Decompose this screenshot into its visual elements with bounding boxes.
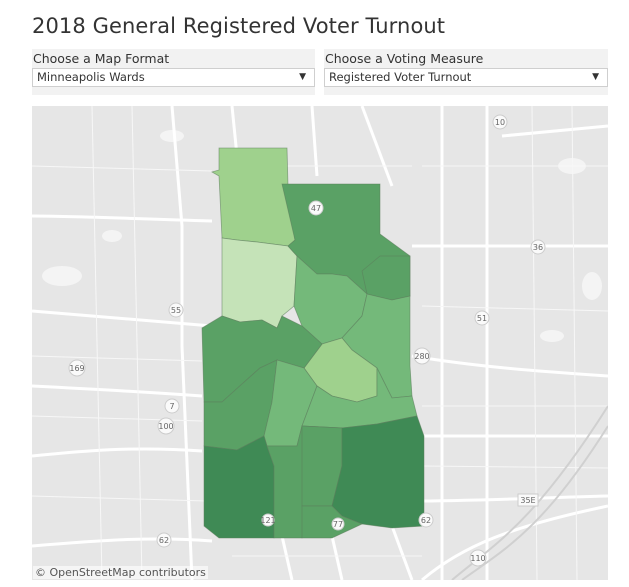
highway-shield-35e: 35E <box>517 493 539 507</box>
svg-text:110: 110 <box>470 554 485 563</box>
highway-shield-10: 10 <box>492 114 508 130</box>
page-title: 2018 General Registered Voter Turnout <box>32 14 446 38</box>
map-format-dropdown[interactable]: Minneapolis Wards ▼ <box>32 68 315 87</box>
svg-text:10: 10 <box>495 118 505 127</box>
chevron-down-icon: ▼ <box>299 72 306 82</box>
map-lakes <box>42 130 602 342</box>
highway-shield-100: 100 <box>157 417 175 435</box>
svg-text:36: 36 <box>533 243 543 252</box>
map-view[interactable]: 10 47 36 55 51 280 169 7 100 35E 62 110 … <box>32 106 608 580</box>
map-railways <box>451 405 608 580</box>
svg-text:51: 51 <box>477 314 487 323</box>
svg-text:35E: 35E <box>520 496 535 505</box>
svg-text:7: 7 <box>169 402 174 411</box>
highway-shield-62-west: 62 <box>156 532 172 548</box>
voting-measure-label: Choose a Voting Measure <box>325 51 484 66</box>
svg-text:280: 280 <box>414 352 429 361</box>
highway-shield-77: 77 <box>331 517 345 531</box>
map-attribution[interactable]: © OpenStreetMap contributors <box>33 566 208 579</box>
map-format-control: Choose a Map Format Minneapolis Wards ▼ <box>32 49 315 95</box>
svg-text:169: 169 <box>69 364 84 373</box>
svg-text:47: 47 <box>311 204 321 213</box>
highway-shield-47: 47 <box>308 200 324 216</box>
highway-shield-51: 51 <box>474 310 490 326</box>
highway-shield-36: 36 <box>530 239 546 255</box>
highway-shield-110: 110 <box>469 549 487 567</box>
voting-measure-control: Choose a Voting Measure Registered Voter… <box>324 49 608 95</box>
voting-measure-value: Registered Voter Turnout <box>329 70 472 84</box>
svg-text:77: 77 <box>333 520 343 529</box>
map-format-label: Choose a Map Format <box>33 51 170 66</box>
highway-shield-7: 7 <box>164 398 180 414</box>
map-minor-roads <box>32 106 608 580</box>
map-major-roads <box>32 106 608 580</box>
ward-shape <box>210 147 296 247</box>
highway-shields: 10 47 36 55 51 280 169 7 100 35E 62 110 … <box>68 114 546 567</box>
highway-shield-121: 121 <box>260 513 276 527</box>
ward-shape <box>331 415 425 529</box>
highway-shield-55: 55 <box>168 302 184 318</box>
wards-layer <box>201 147 425 539</box>
voting-measure-dropdown[interactable]: Registered Voter Turnout ▼ <box>324 68 608 87</box>
highway-shield-280: 280 <box>413 347 431 365</box>
svg-text:62: 62 <box>159 536 169 545</box>
highway-shield-62-east: 62 <box>418 512 434 528</box>
svg-text:62: 62 <box>421 516 431 525</box>
svg-text:121: 121 <box>260 516 275 525</box>
svg-text:100: 100 <box>158 422 173 431</box>
highway-shield-169: 169 <box>68 359 86 377</box>
chevron-down-icon: ▼ <box>592 72 599 82</box>
map-canvas[interactable]: 10 47 36 55 51 280 169 7 100 35E 62 110 … <box>32 106 608 580</box>
svg-text:55: 55 <box>171 306 181 315</box>
map-format-value: Minneapolis Wards <box>37 70 145 84</box>
